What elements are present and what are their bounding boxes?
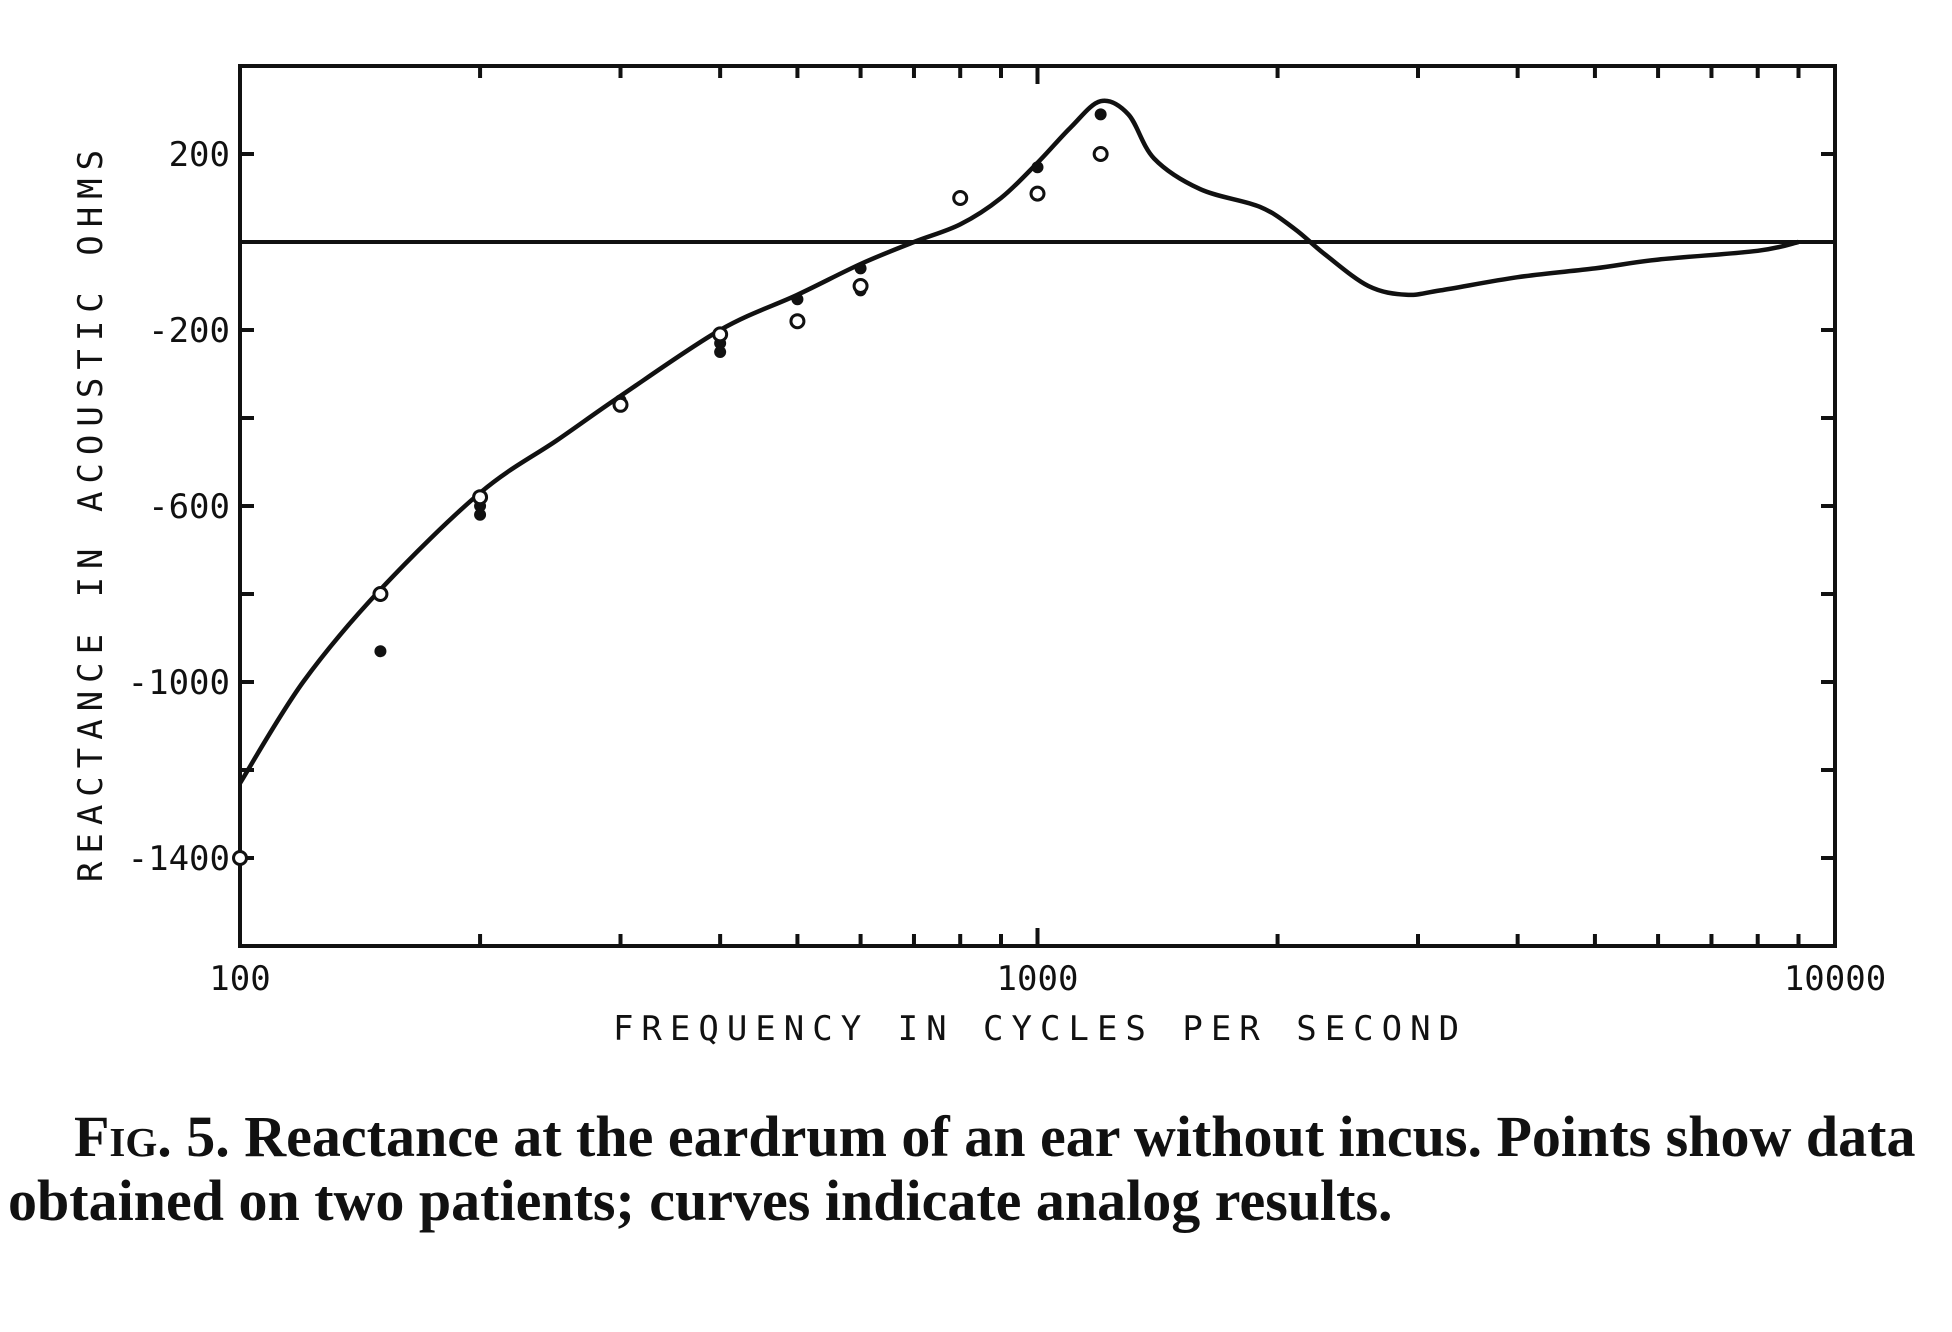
filled-point <box>854 262 867 275</box>
axis-ticks <box>238 64 1837 948</box>
x-tick-label: 100 <box>209 959 270 999</box>
open-point <box>612 396 629 413</box>
chart: 100 1000 10000 200 -200 -600 -1000 -1400 FREQUE… <box>71 64 1887 1049</box>
x-axis-title: FREQUENCY IN CYCLES PER SECOND <box>613 1009 1467 1049</box>
filled-point <box>1094 108 1107 121</box>
filled-point <box>791 293 804 306</box>
y-tick-label: -600 <box>148 487 230 527</box>
open-point <box>789 313 806 330</box>
filled-point <box>374 645 387 658</box>
open-point <box>1029 185 1046 202</box>
caption-label: Fig. 5. <box>74 1104 230 1169</box>
filled-point <box>714 346 727 358</box>
x-tick-label: 1000 <box>997 959 1079 999</box>
data-points <box>232 108 1109 866</box>
y-axis-title: REACTANCE IN ACOUSTIC OHMS <box>71 142 111 882</box>
filled-point <box>1031 161 1044 174</box>
open-point <box>472 489 489 506</box>
open-point <box>1092 146 1109 162</box>
analog-curve <box>238 98 1800 785</box>
y-tick-label: -200 <box>148 311 230 351</box>
x-tick-label: 10000 <box>1784 959 1886 999</box>
open-point <box>852 278 869 294</box>
y-tick-label: -1000 <box>128 663 230 703</box>
y-tick-label: -1400 <box>128 839 230 879</box>
y-tick-label: 200 <box>169 135 230 175</box>
figure-caption: Fig. 5. Reactance at the eardrum of an e… <box>8 1105 1938 1233</box>
open-point <box>372 586 389 602</box>
caption-text: Reactance at the eardrum of an ear witho… <box>8 1104 1916 1233</box>
open-point <box>712 326 729 343</box>
tick-labels: 100 1000 10000 200 -200 -600 -1000 -1400 <box>128 135 1887 999</box>
open-point <box>232 850 248 866</box>
open-point <box>952 190 969 206</box>
filled-point <box>474 508 487 521</box>
